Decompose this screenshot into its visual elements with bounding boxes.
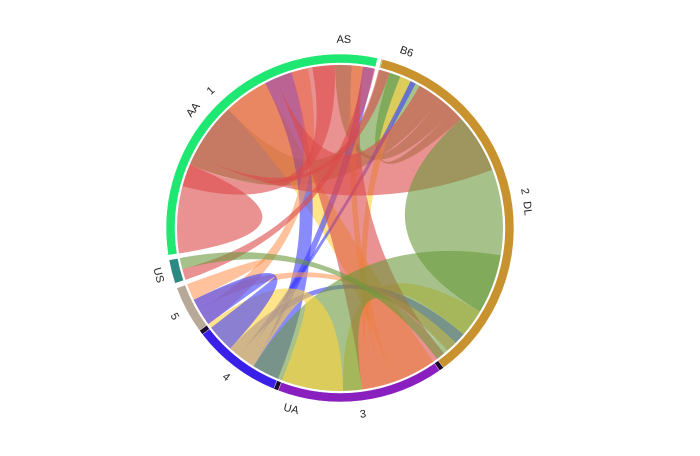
ribbon [179,252,446,359]
sector-arc [379,58,515,369]
sector-label: 5 [168,311,181,322]
sector-label: 1 [205,85,218,98]
sector-label: B6 [398,44,415,60]
sector-label: AS [336,34,351,46]
sector-label: DL [520,201,533,216]
ribbon [238,81,416,360]
sector-arc [176,284,208,331]
ribbon [193,272,278,349]
sector-arc [202,328,278,390]
sector-arc [168,258,184,284]
sector-label: 4 [220,371,232,384]
ribbon [186,259,266,300]
sector-label: 3 [359,408,367,421]
sector-label: 2 [518,187,531,195]
sector-arc [165,53,378,256]
ribbon [194,78,493,196]
ribbons [177,65,504,391]
sector-arc [277,362,440,403]
sector-label: UA [282,402,301,418]
sector-label: AA [184,100,203,119]
sector-label: US [150,266,165,284]
